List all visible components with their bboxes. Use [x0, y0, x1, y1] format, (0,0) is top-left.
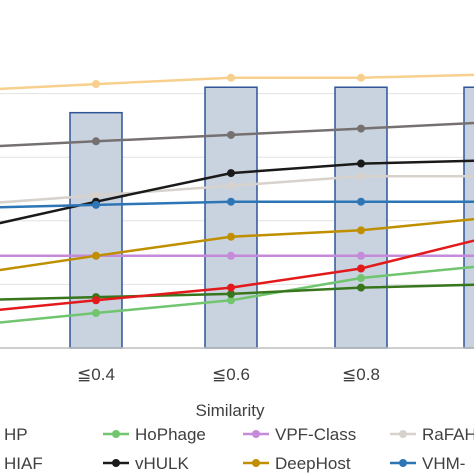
- series-2-point-2: [227, 296, 235, 305]
- series-9-point-3: [357, 73, 365, 82]
- legend-label-8: VHM-: [422, 454, 465, 473]
- series-8-point-1: [92, 200, 100, 209]
- legend-marker-4: [399, 430, 407, 438]
- legend-marker-6: [112, 459, 120, 467]
- series-2-point-1: [92, 309, 100, 318]
- legend-label-2: HoPhage: [135, 425, 206, 444]
- x-tick-label-3: ≦0.8: [342, 365, 380, 384]
- series-3-point-2: [227, 251, 235, 260]
- series-10-point-1: [92, 137, 100, 146]
- series-8-point-3: [357, 197, 365, 206]
- series-lines: [0, 73, 474, 324]
- legend-label-1: HP: [4, 425, 28, 444]
- series-11-point-2: [227, 283, 235, 292]
- series-4-point-3: [357, 172, 365, 181]
- background-bar-1: [69, 111, 123, 349]
- x-tick-label-1: ≦0.4: [77, 365, 115, 384]
- series-7-point-2: [227, 232, 235, 241]
- series-11-point-3: [357, 264, 365, 273]
- series-4-point-1: [92, 191, 100, 200]
- series-3-point-3: [357, 251, 365, 260]
- legend-marker-2: [112, 430, 120, 438]
- legend-marker-8: [399, 459, 407, 467]
- legend-label-7: DeepHost: [275, 454, 351, 473]
- legend-label-4: RaFAH: [422, 425, 474, 444]
- legend: HP HoPhage VPF-Class RaFAH HIAF vHULK DeepHost…: [4, 425, 474, 473]
- x-axis-title: Similarity: [196, 401, 265, 420]
- series-10-point-3: [357, 124, 365, 133]
- series-4-point-2: [227, 181, 235, 190]
- series-6-point-3: [357, 159, 365, 168]
- series-7-point-3: [357, 226, 365, 235]
- series-9-point-1: [92, 80, 100, 89]
- legend-label-3: VPF-Class: [275, 425, 356, 444]
- background-bar-4: [463, 86, 474, 349]
- series-6-point-2: [227, 169, 235, 178]
- series-9-point-2: [227, 73, 235, 82]
- x-tick-labels: ≦0.4 ≦0.6 ≦0.8: [77, 365, 380, 384]
- series-5-point-3: [357, 283, 365, 292]
- background-bar-2: [204, 86, 258, 349]
- legend-label-6: vHULK: [135, 454, 190, 473]
- legend-marker-3: [252, 430, 260, 438]
- series-8-point-2: [227, 197, 235, 206]
- legend-label-5: HIAF: [4, 454, 43, 473]
- series-7-point-1: [92, 251, 100, 260]
- series-11-point-1: [92, 296, 100, 305]
- series-5-point-2: [227, 289, 235, 298]
- legend-marker-7: [252, 459, 260, 467]
- series-2-point-3: [357, 274, 365, 283]
- series-10-point-2: [227, 130, 235, 139]
- x-tick-label-2: ≦0.6: [212, 365, 250, 384]
